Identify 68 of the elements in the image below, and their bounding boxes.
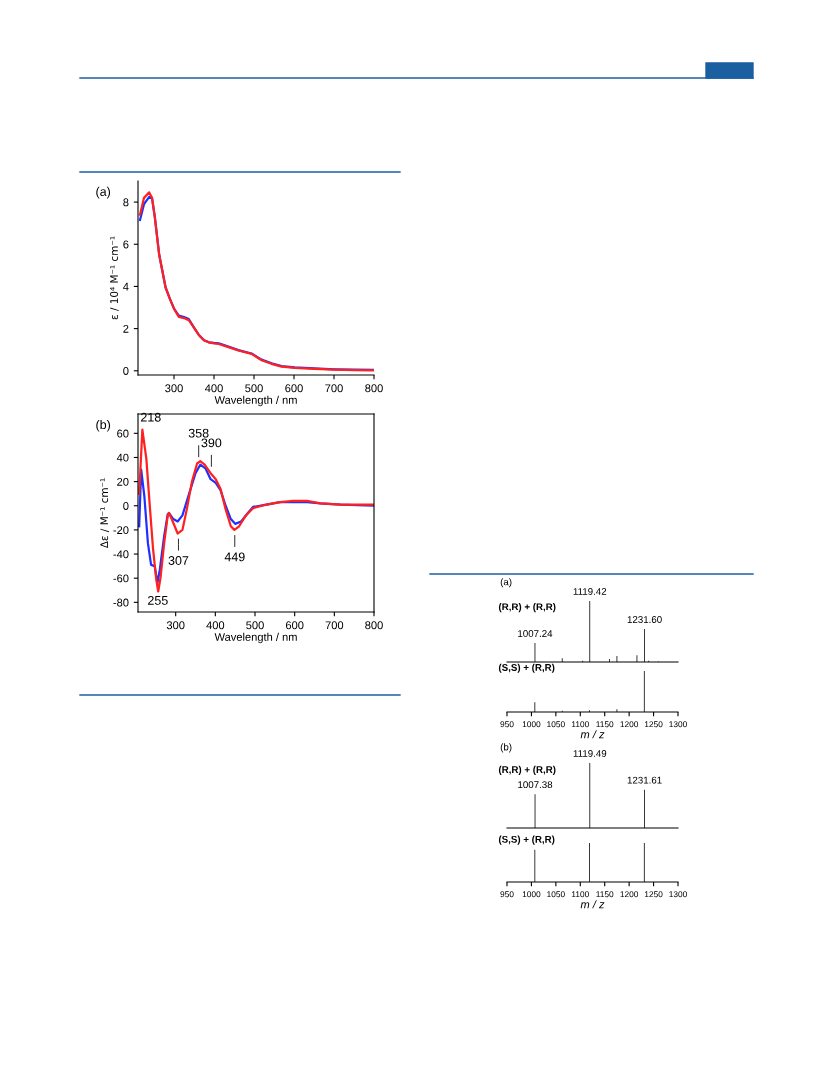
y-axis-title: ε / 10⁴ M⁻¹ cm⁻¹ (110, 236, 119, 320)
chart-title: (R,R) + (R,R) (498, 603, 556, 613)
annotation: 358 (188, 428, 209, 438)
x-tick-label: 1100 (571, 721, 589, 728)
y-tick-label: 4 (123, 282, 129, 291)
annotation: 1119.49 (573, 750, 607, 757)
x-tick-label: 300 (166, 621, 185, 630)
chart-title: (S,S) + (R,R) (498, 835, 555, 845)
text: (b) (96, 419, 111, 432)
chart-title: (R,R) + (R,R) (498, 765, 556, 775)
x-tick-label: 800 (365, 621, 383, 630)
annotation: 1231.60 (627, 616, 662, 623)
annotation: 307 (168, 556, 189, 565)
x-tick-label: 1000 (522, 891, 541, 898)
y-axis-title: Δε / M⁻¹ cm⁻¹ (100, 478, 109, 549)
y-tick-label: 0 (123, 502, 129, 510)
x-tick-label: 1000 (522, 721, 541, 728)
x-tick-label: 700 (325, 384, 343, 393)
chart-title: (S,S) + (R,R) (498, 663, 555, 673)
x-tick-label: 1300 (669, 721, 687, 728)
text: (b) (500, 743, 512, 753)
x-tick-label: 1150 (596, 721, 614, 728)
annotation: 255 (148, 595, 168, 605)
annotation: 390 (201, 438, 222, 448)
x-axis-title: m / z (580, 730, 605, 739)
y-tick-label: 60 (117, 429, 129, 438)
x-tick-label: 1200 (620, 891, 639, 898)
y-tick-label: -80 (113, 598, 129, 607)
x-tick-label: 1050 (547, 721, 565, 728)
x-tick-label: 600 (285, 384, 303, 393)
x-tick-label: 500 (246, 621, 264, 630)
y-tick-label: 0 (123, 367, 129, 375)
x-tick-label: 1250 (644, 891, 663, 898)
y-tick-label: -40 (113, 550, 129, 559)
y-tick-label: 2 (123, 324, 129, 333)
annotation: 1119.42 (573, 588, 607, 595)
x-tick-label: 800 (365, 384, 383, 393)
x-tick-label: 950 (500, 891, 514, 898)
y-tick-label: 6 (123, 240, 129, 249)
y-tick-label: -20 (113, 526, 129, 535)
text: (a) (500, 578, 512, 588)
annotation: 1007.24 (518, 630, 553, 637)
x-tick-label: 1200 (620, 721, 639, 728)
x-tick-label: 300 (165, 384, 183, 393)
y-tick-label: 40 (116, 453, 129, 462)
x-axis-title: Wavelength / nm (214, 632, 297, 644)
line-series (138, 428, 374, 593)
y-tick-label: 20 (117, 477, 129, 486)
y-tick-label: 8 (123, 198, 129, 207)
annotation: 1231.61 (627, 776, 662, 784)
x-axis-title: Wavelength / nm (214, 395, 297, 407)
x-tick-label: 950 (500, 721, 514, 728)
annotation: 1007.38 (518, 781, 553, 789)
x-tick-label: 1150 (596, 891, 614, 898)
annotation: 449 (224, 552, 245, 562)
x-tick-label: 1250 (644, 721, 663, 728)
x-tick-label: 400 (206, 621, 225, 630)
x-tick-label: 1300 (669, 891, 687, 898)
x-tick-label: 700 (325, 621, 344, 630)
x-tick-label: 400 (204, 384, 223, 393)
x-tick-label: 500 (245, 384, 263, 393)
x-tick-label: 600 (285, 621, 304, 630)
x-tick-label: 1100 (571, 891, 589, 898)
x-axis-title: m / z (580, 900, 605, 909)
x-tick-label: 1050 (547, 891, 565, 898)
annotation: 218 (141, 412, 161, 422)
text: (a) (96, 186, 111, 199)
y-tick-label: -60 (113, 574, 129, 583)
